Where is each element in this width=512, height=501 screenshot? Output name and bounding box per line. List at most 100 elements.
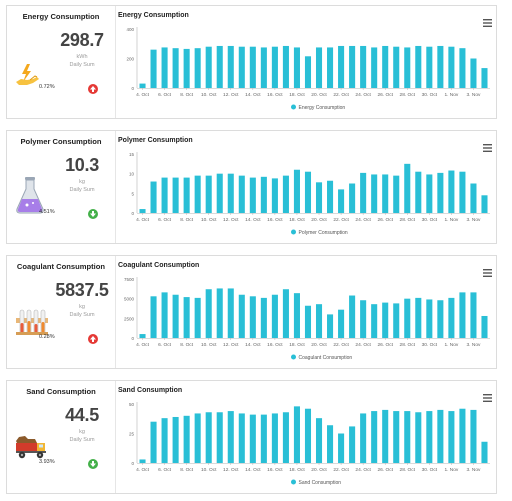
bar[interactable]	[393, 46, 400, 88]
bar[interactable]	[338, 309, 345, 338]
bar[interactable]	[371, 47, 378, 88]
bar[interactable]	[183, 48, 190, 88]
legend-label[interactable]: Polymer Consumption	[299, 230, 348, 236]
bar[interactable]	[304, 56, 312, 88]
bar[interactable]	[459, 292, 466, 338]
bar[interactable]	[382, 302, 389, 338]
legend-marker[interactable]	[291, 354, 296, 360]
bar[interactable]	[404, 298, 411, 338]
legend-marker[interactable]	[291, 104, 296, 110]
bar[interactable]	[360, 300, 367, 338]
bar[interactable]	[327, 47, 334, 88]
bar[interactable]	[448, 46, 455, 88]
bar[interactable]	[139, 459, 146, 463]
legend-label[interactable]: Energy Consumption	[299, 105, 346, 111]
bar[interactable]	[183, 177, 190, 213]
bar[interactable]	[371, 411, 378, 463]
bar[interactable]	[205, 289, 212, 338]
bar[interactable]	[216, 412, 223, 463]
bar[interactable]	[194, 175, 201, 213]
bar[interactable]	[481, 315, 488, 338]
bar[interactable]	[260, 176, 267, 213]
bar[interactable]	[271, 294, 278, 338]
bar[interactable]	[315, 47, 323, 88]
legend-marker[interactable]	[291, 229, 296, 235]
bar[interactable]	[315, 418, 323, 463]
bar[interactable]	[338, 45, 345, 88]
bar[interactable]	[426, 299, 433, 338]
bar[interactable]	[327, 425, 334, 463]
bar[interactable]	[349, 426, 356, 463]
legend-marker[interactable]	[291, 479, 296, 485]
bar[interactable]	[382, 409, 389, 463]
bar[interactable]	[238, 46, 245, 88]
bar[interactable]	[194, 48, 201, 88]
bar[interactable]	[459, 171, 466, 213]
bar[interactable]	[172, 177, 179, 213]
bar[interactable]	[437, 172, 444, 213]
bar[interactable]	[404, 47, 411, 88]
chart-menu-icon[interactable]	[483, 14, 492, 32]
bar[interactable]	[293, 293, 300, 338]
bar[interactable]	[481, 68, 488, 88]
bar[interactable]	[360, 413, 367, 463]
bar[interactable]	[282, 289, 289, 338]
bar[interactable]	[260, 297, 267, 338]
bar[interactable]	[150, 181, 157, 213]
bar[interactable]	[205, 46, 212, 88]
bar[interactable]	[448, 297, 455, 338]
bar[interactable]	[249, 296, 256, 338]
bar[interactable]	[382, 174, 389, 213]
bar[interactable]	[426, 411, 433, 463]
legend-label[interactable]: Coagulant Consumption	[299, 355, 353, 361]
bar[interactable]	[172, 294, 179, 338]
bar[interactable]	[470, 409, 477, 463]
bar[interactable]	[161, 47, 168, 88]
bar[interactable]	[293, 406, 300, 463]
bar[interactable]	[315, 304, 323, 338]
bar[interactable]	[249, 46, 256, 88]
bar[interactable]	[161, 418, 168, 463]
bar[interactable]	[304, 408, 312, 463]
bar[interactable]	[260, 47, 267, 88]
bar[interactable]	[139, 334, 146, 338]
bar[interactable]	[139, 209, 146, 213]
bar[interactable]	[349, 45, 356, 88]
bar[interactable]	[426, 174, 433, 213]
bar[interactable]	[227, 173, 234, 213]
bar[interactable]	[172, 416, 179, 463]
bar[interactable]	[183, 297, 190, 338]
bar[interactable]	[205, 412, 212, 463]
bar[interactable]	[437, 300, 444, 338]
bar[interactable]	[327, 180, 334, 213]
bar[interactable]	[404, 163, 411, 213]
bar[interactable]	[249, 414, 256, 463]
bar[interactable]	[194, 297, 201, 338]
bar[interactable]	[338, 189, 345, 213]
bar[interactable]	[470, 58, 477, 89]
bar[interactable]	[393, 303, 400, 338]
bar[interactable]	[271, 413, 278, 463]
bar[interactable]	[371, 174, 378, 213]
bar[interactable]	[282, 45, 289, 88]
chart-menu-icon[interactable]	[483, 139, 492, 157]
bar[interactable]	[227, 288, 234, 338]
bar[interactable]	[150, 296, 157, 338]
bar[interactable]	[415, 412, 422, 463]
bar[interactable]	[327, 314, 334, 338]
bar[interactable]	[360, 45, 367, 88]
bar[interactable]	[216, 173, 223, 213]
bar[interactable]	[216, 45, 223, 88]
bar[interactable]	[437, 45, 444, 88]
bar[interactable]	[426, 46, 433, 88]
bar[interactable]	[238, 294, 245, 338]
bar[interactable]	[371, 304, 378, 338]
bar[interactable]	[437, 409, 444, 463]
bar[interactable]	[470, 183, 477, 214]
bar[interactable]	[216, 288, 223, 338]
bar[interactable]	[183, 415, 190, 463]
bar[interactable]	[172, 48, 179, 88]
bar[interactable]	[349, 183, 356, 214]
bar[interactable]	[459, 408, 466, 463]
bar[interactable]	[470, 292, 477, 338]
